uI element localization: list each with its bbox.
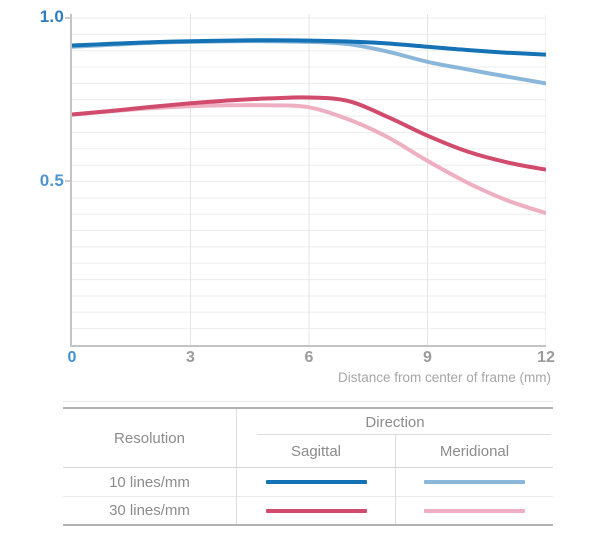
x-axis-tick-label-3: 3 xyxy=(186,349,195,366)
y-axis-tick-label-1.0: 1.0 xyxy=(39,7,64,26)
mtf-curves-svg xyxy=(72,14,546,345)
legend-swatch-cell xyxy=(395,468,553,496)
y-axis-tick-mark xyxy=(65,17,71,19)
legend-header-resolution: Resolution xyxy=(63,409,237,468)
swatch-10lines-sagittal xyxy=(265,480,367,484)
y-axis-tick-label-0.5: 0.5 xyxy=(39,171,64,190)
x-axis-tick-label-6: 6 xyxy=(304,349,314,366)
legend-swatch-cell xyxy=(395,496,553,524)
legend-swatch-cell xyxy=(237,468,395,496)
swatch-10lines-meridional xyxy=(424,480,525,484)
swatch-30lines-sagittal xyxy=(265,508,367,513)
legend-table: Resolution Direction Sagittal Meridional… xyxy=(63,407,553,526)
legend-row-10lines-label: 10 lines/mm xyxy=(63,468,237,496)
curve-10-lines-mm-sagittal xyxy=(72,38,546,57)
x-axis-tick-label-9: 9 xyxy=(423,349,432,366)
legend-header-direction: Direction xyxy=(237,409,553,435)
legend-row-30lines-label: 30 lines/mm xyxy=(63,496,237,524)
legend-swatch-cell xyxy=(237,496,395,524)
legend-table-top-divider xyxy=(63,401,553,402)
x-axis-tick-label-12: 12 xyxy=(537,349,555,366)
legend-header-sagittal: Sagittal xyxy=(237,435,395,468)
plot-area xyxy=(70,14,546,347)
y-axis-tick-mark xyxy=(65,180,71,182)
legend-header-meridional: Meridional xyxy=(395,435,553,468)
x-axis-title: Distance from center of frame (mm) xyxy=(337,370,551,385)
curve-30-lines-mm-sagittal xyxy=(72,95,546,172)
swatch-30lines-meridional xyxy=(424,508,525,513)
x-axis-tick-label-0: 0 xyxy=(67,349,77,366)
